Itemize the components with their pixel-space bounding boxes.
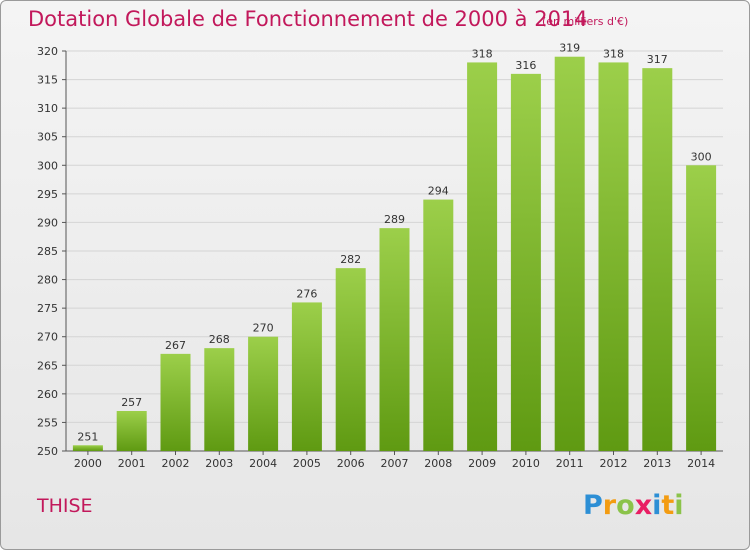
data-label: 267 bbox=[165, 339, 186, 352]
y-tick-label: 320 bbox=[37, 45, 58, 58]
y-tick-label: 270 bbox=[37, 331, 58, 344]
data-label: 257 bbox=[121, 396, 142, 409]
proxiti-logo: Proxiti bbox=[583, 490, 684, 521]
x-tick-label: 2012 bbox=[600, 457, 628, 470]
x-tick-label: 2007 bbox=[381, 457, 409, 470]
x-tick-label: 2011 bbox=[556, 457, 584, 470]
logo-letter: r bbox=[602, 490, 617, 521]
data-label: 251 bbox=[77, 430, 98, 443]
bar bbox=[423, 199, 454, 451]
data-label: 300 bbox=[691, 150, 712, 163]
y-tick-label: 310 bbox=[37, 102, 58, 115]
y-tick-label: 255 bbox=[37, 416, 58, 429]
bar bbox=[510, 73, 541, 451]
x-tick-label: 2010 bbox=[512, 457, 540, 470]
data-label: 289 bbox=[384, 213, 405, 226]
logo-letter: x bbox=[634, 490, 653, 521]
data-label: 294 bbox=[428, 185, 449, 198]
logo-letter: o bbox=[616, 490, 635, 521]
data-label: 270 bbox=[253, 322, 274, 335]
unit-note: (en milliers d'€) bbox=[542, 15, 629, 28]
bar bbox=[467, 62, 498, 452]
y-tick-label: 260 bbox=[37, 388, 58, 401]
commune-name: THISE bbox=[37, 495, 93, 517]
logo-letter: t bbox=[661, 490, 675, 521]
x-tick-label: 2003 bbox=[205, 457, 233, 470]
bar bbox=[335, 268, 366, 451]
y-tick-label: 275 bbox=[37, 302, 58, 315]
bar bbox=[116, 411, 147, 451]
y-tick-label: 295 bbox=[37, 188, 58, 201]
bar bbox=[204, 348, 235, 451]
data-label: 319 bbox=[559, 42, 580, 55]
x-tick-label: 2008 bbox=[424, 457, 452, 470]
bar bbox=[248, 336, 279, 451]
x-tick-label: 2006 bbox=[337, 457, 365, 470]
data-label: 268 bbox=[209, 333, 230, 346]
y-tick-label: 305 bbox=[37, 131, 58, 144]
data-label: 318 bbox=[603, 47, 624, 60]
data-label: 282 bbox=[340, 253, 361, 266]
x-tick-label: 2013 bbox=[643, 457, 671, 470]
x-tick-label: 2014 bbox=[687, 457, 715, 470]
data-label: 318 bbox=[472, 47, 493, 60]
logo-letter: i bbox=[652, 490, 662, 521]
chart-title: Dotation Globale de Fonctionnement de 20… bbox=[28, 7, 588, 31]
bar bbox=[291, 302, 322, 451]
logo-letter: i bbox=[674, 490, 684, 521]
data-label: 316 bbox=[515, 59, 536, 72]
bar bbox=[160, 353, 191, 451]
y-tick-label: 315 bbox=[37, 74, 58, 87]
bar bbox=[642, 68, 673, 452]
y-tick-label: 300 bbox=[37, 159, 58, 172]
x-tick-label: 2001 bbox=[118, 457, 146, 470]
y-tick-label: 265 bbox=[37, 359, 58, 372]
data-label: 276 bbox=[296, 287, 317, 300]
logo-letter: P bbox=[583, 490, 603, 521]
y-tick-label: 285 bbox=[37, 245, 58, 258]
y-tick-label: 250 bbox=[37, 445, 58, 458]
bar bbox=[686, 165, 717, 452]
x-tick-label: 2009 bbox=[468, 457, 496, 470]
y-tick-label: 290 bbox=[37, 216, 58, 229]
x-tick-label: 2004 bbox=[249, 457, 277, 470]
data-label: 317 bbox=[647, 53, 668, 66]
bar bbox=[379, 228, 410, 451]
x-tick-label: 2000 bbox=[74, 457, 102, 470]
y-tick-label: 280 bbox=[37, 274, 58, 287]
x-tick-label: 2002 bbox=[162, 457, 190, 470]
x-tick-label: 2005 bbox=[293, 457, 321, 470]
bar bbox=[72, 445, 103, 451]
bar bbox=[598, 62, 629, 452]
bar bbox=[554, 56, 585, 451]
